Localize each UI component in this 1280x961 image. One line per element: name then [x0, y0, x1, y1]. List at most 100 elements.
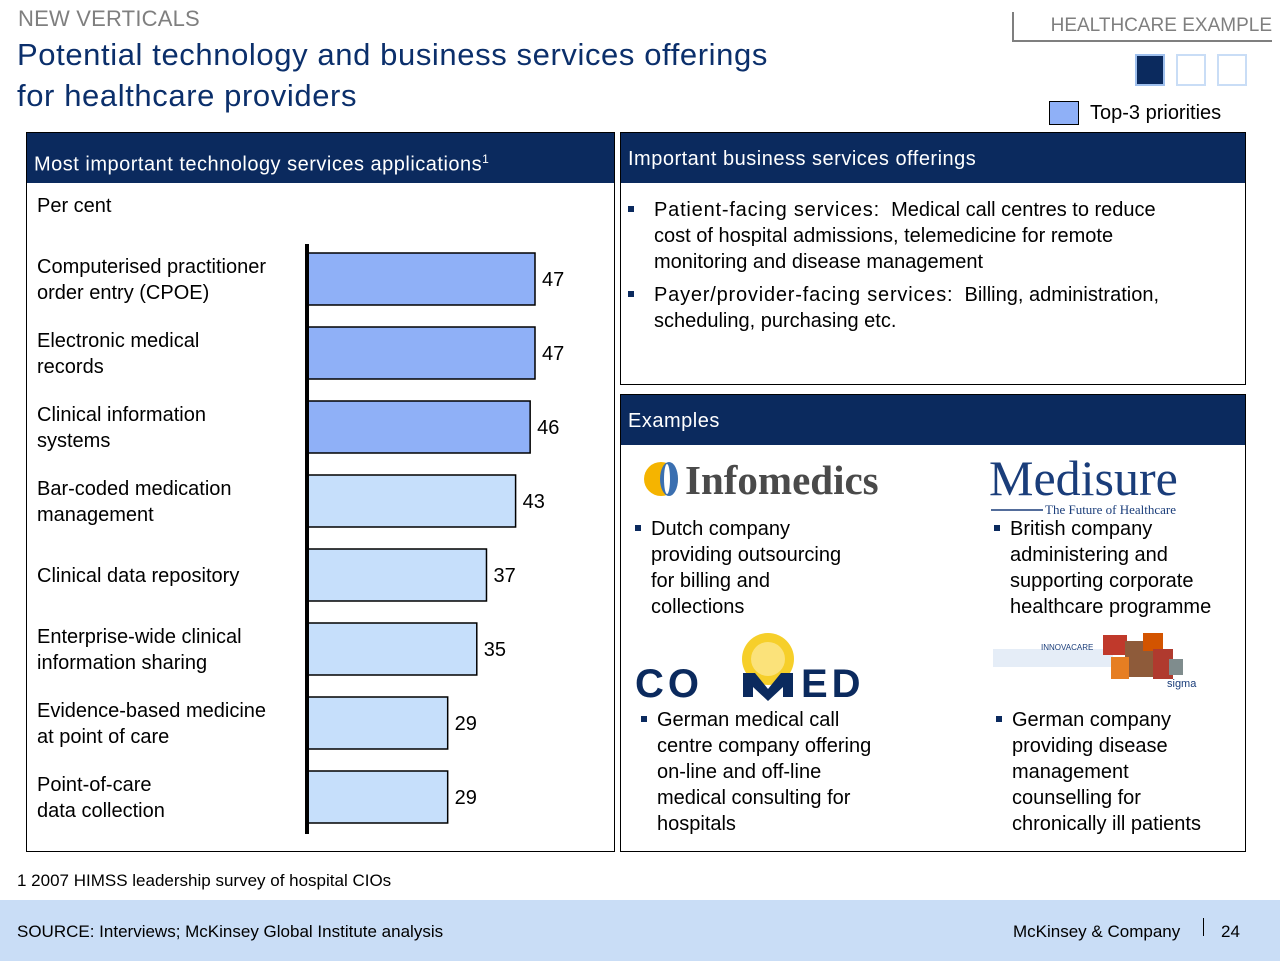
description-line: management	[1012, 761, 1129, 783]
bullet-square	[628, 206, 634, 212]
bullet-text: Medical call centres to reduce	[891, 199, 1156, 221]
bullet-text: cost of hospital admissions, telemedicin…	[654, 225, 1114, 247]
description-line: counselling for	[1012, 787, 1141, 809]
example-tag-label: HEALTHCARE EXAMPLE	[1050, 15, 1272, 36]
page-title: Potential technology and business servic…	[17, 34, 917, 116]
bar-0	[306, 252, 536, 306]
bullet-text: monitoring and disease management	[654, 251, 984, 273]
description-line: hospitals	[657, 813, 736, 835]
innovacare-logo-tile	[1169, 659, 1183, 675]
comed-logo: CO ED	[635, 633, 865, 703]
category-label-7-1: data collection	[37, 800, 165, 822]
examples-panel: Examples Infomedics Medisure The Future …	[620, 394, 1246, 852]
value-label-3: 43	[523, 491, 545, 513]
bar-7	[306, 770, 449, 824]
bullet-patient-facing: Patient-facing services: Medical call ce…	[628, 197, 1224, 275]
category-label-1-0: Electronic medical	[37, 330, 199, 352]
sigma-logo-text: sigma	[1167, 678, 1197, 690]
comed-description: German medical call centre company offer…	[641, 707, 907, 837]
description-line: administering and	[1010, 544, 1168, 566]
bar-3	[306, 474, 517, 528]
bullet-lead: Patient-facing services:	[654, 199, 880, 221]
value-label-0: 47	[542, 269, 564, 291]
category-label-1-1: records	[37, 356, 104, 378]
bullet-square	[996, 716, 1002, 722]
description-line: supporting corporate	[1010, 570, 1194, 592]
bullet-lead: Payer/provider-facing services:	[654, 284, 954, 306]
nav-square-active	[1135, 54, 1165, 86]
value-label-7: 29	[455, 787, 477, 809]
bullet-square	[635, 525, 641, 531]
footer-separator	[1203, 918, 1204, 936]
category-label-2-0: Clinical information	[37, 404, 206, 426]
infomedics-logo-stripe	[664, 464, 670, 494]
category-label-0-1: order entry (CPOE)	[37, 282, 209, 304]
title-line-1: Potential technology and business servic…	[17, 37, 768, 72]
bar-2	[306, 400, 531, 454]
category-label-5-0: Enterprise-wide clinical	[37, 626, 242, 648]
medisure-tagline: The Future of Healthcare	[1045, 502, 1176, 517]
innovacare-logo-tile	[1143, 633, 1163, 651]
description-line: German medical call	[657, 709, 840, 731]
business-services-heading: Important business services offerings	[621, 133, 1245, 183]
bar-chart: 47 Computerised practitioner order entry (…	[37, 244, 564, 834]
unit-label: Per cent	[37, 195, 112, 217]
bar-4	[306, 548, 488, 602]
category-label-0-0: Computerised practitioner	[37, 256, 266, 278]
legend-label: Top-3 priorities	[1090, 102, 1222, 124]
innovacare-logo-tile	[1103, 635, 1127, 655]
section-label: NEW VERTICALS	[18, 6, 200, 31]
description-line: chronically ill patients	[1012, 813, 1201, 835]
bar-5	[306, 622, 478, 676]
description-line: collections	[651, 596, 745, 618]
business-services-panel: Important business services offerings Pa…	[620, 132, 1246, 385]
nav-square-2	[1176, 54, 1206, 86]
description-line: providing outsourcing	[651, 544, 842, 566]
category-label-3-1: management	[37, 504, 154, 526]
description-line: on-line and off-line	[657, 761, 822, 783]
category-label-4-0: Clinical data repository	[37, 565, 239, 587]
category-label-6-0: Evidence-based medicine	[37, 700, 266, 722]
description-line: providing disease	[1012, 735, 1168, 757]
tech-services-panel: Most important technology services appli…	[26, 132, 615, 852]
bar-6	[306, 696, 449, 750]
value-label-5: 35	[484, 639, 506, 661]
source-note: SOURCE: Interviews; McKinsey Global Inst…	[17, 922, 444, 941]
description-line: medical consulting for	[657, 787, 851, 809]
infomedics-logo-text: Infomedics	[685, 457, 879, 503]
innovacare-logo-text: INNOVACARE	[1041, 643, 1093, 652]
innovacare-logo: INNOVACARE sigma	[993, 633, 1197, 690]
category-label-3-0: Bar-coded medication	[37, 478, 232, 500]
comed-logo-sun-core	[751, 642, 785, 676]
infomedics-description: Dutch company providing outsourcing for …	[635, 516, 901, 620]
innovacare-logo-tile	[1153, 649, 1173, 679]
category-label-5-1: information sharing	[37, 652, 207, 674]
nav-square-3	[1217, 54, 1247, 86]
description-line: centre company offering	[657, 735, 872, 757]
description-line: British company	[1010, 518, 1153, 540]
footnote-marker: 1	[482, 152, 490, 166]
footer-bar	[0, 900, 1280, 961]
medisure-logo: Medisure The Future of Healthcare	[989, 457, 1178, 517]
value-label-2: 46	[537, 417, 559, 439]
bullet-square	[994, 525, 1000, 531]
footnote: 1 2007 HIMSS leadership survey of hospit…	[17, 871, 392, 890]
infomedics-logo: Infomedics	[644, 457, 879, 503]
tech-services-heading-text: Most important technology services appli…	[34, 153, 483, 176]
title-line-2: for healthcare providers	[17, 78, 358, 113]
description-line: German company	[1012, 709, 1171, 731]
description-line: for billing and	[651, 570, 770, 592]
comed-logo-text-left: CO	[635, 662, 703, 703]
innovacare-description: German company providing disease managem…	[996, 707, 1242, 837]
category-label-6-1: at point of care	[37, 726, 169, 748]
medisure-description: British company administering and suppor…	[994, 516, 1240, 620]
brand-name: McKinsey & Company	[1013, 922, 1181, 941]
comed-logo-text-right: ED	[801, 662, 865, 703]
innovacare-logo-band	[993, 649, 1113, 667]
legend-swatch	[1049, 101, 1079, 125]
bullet-square	[641, 716, 647, 722]
bullet-payer-provider: Payer/provider-facing services: Billing,…	[628, 282, 1224, 334]
value-label-6: 29	[455, 713, 477, 735]
bullet-text: scheduling, purchasing etc.	[654, 310, 897, 332]
category-label-7-0: Point-of-care	[37, 774, 152, 796]
